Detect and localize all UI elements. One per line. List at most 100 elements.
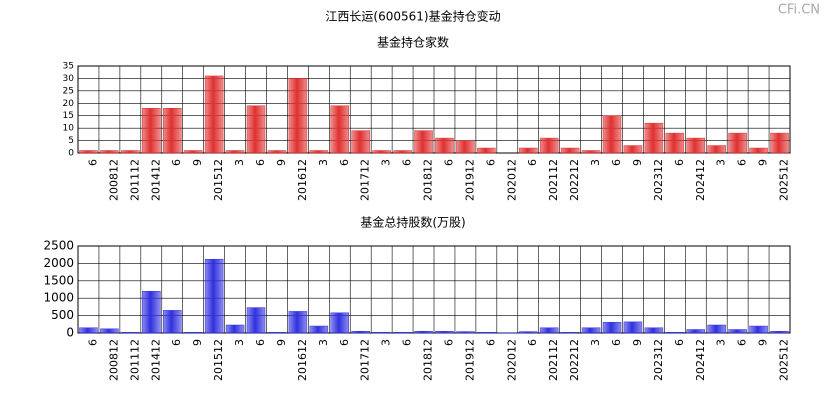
y-tick-label: 2000 xyxy=(43,256,74,270)
x-tick-label: 3 xyxy=(233,339,246,346)
bar xyxy=(581,150,601,154)
x-tick-label: 9 xyxy=(631,339,644,346)
x-tick-label: 3 xyxy=(715,159,728,166)
bar xyxy=(477,332,496,334)
x-tick-label: 6 xyxy=(673,339,686,346)
x-tick-label: 201412 xyxy=(149,339,162,381)
bar xyxy=(351,130,370,154)
x-tick-label: 201612 xyxy=(296,339,309,381)
bar xyxy=(749,147,768,154)
x-tick-label: 202412 xyxy=(694,339,707,381)
x-tick-label: 6 xyxy=(86,339,99,346)
chart-title: 基金持仓家数 xyxy=(377,35,449,50)
bar xyxy=(623,145,643,154)
bar xyxy=(162,310,182,334)
x-tick-label: 6 xyxy=(610,159,623,166)
x-tick-label: 202312 xyxy=(652,159,665,201)
bar xyxy=(560,147,580,154)
x-tick-label: 201112 xyxy=(128,159,141,201)
x-tick-label: 202012 xyxy=(505,339,518,381)
y-tick-label: 1500 xyxy=(43,273,74,287)
x-tick-label: 201712 xyxy=(359,339,372,381)
x-tick-label: 6 xyxy=(736,159,749,166)
bar xyxy=(560,332,580,334)
x-tick-label: 6 xyxy=(673,159,686,166)
x-tick-label: 9 xyxy=(631,159,644,166)
bar xyxy=(79,150,98,154)
y-tick-label: 15 xyxy=(63,111,74,121)
x-tick-label: 6 xyxy=(610,339,623,346)
x-tick-label: 202512 xyxy=(778,159,791,201)
x-tick-label: 202312 xyxy=(652,339,665,381)
bar xyxy=(770,132,789,154)
x-tick-label: 6 xyxy=(484,159,497,166)
page-title: 江西长运(600561)基金持仓变动 xyxy=(325,9,500,24)
x-tick-label: 200812 xyxy=(107,159,120,201)
bar xyxy=(602,115,622,154)
x-tick-label: 202112 xyxy=(547,159,560,201)
bar xyxy=(79,327,98,334)
bar xyxy=(770,331,789,334)
bar xyxy=(393,150,412,154)
y-tick-label: 2500 xyxy=(43,239,74,253)
bar xyxy=(142,290,161,334)
bar xyxy=(204,75,224,154)
bar xyxy=(414,331,433,334)
x-tick-label: 202512 xyxy=(778,339,791,381)
bar xyxy=(288,311,308,334)
x-tick-label: 201512 xyxy=(212,159,225,201)
bar xyxy=(204,258,224,334)
bar xyxy=(183,332,203,334)
bar xyxy=(288,78,308,154)
bar xyxy=(518,331,538,334)
bar xyxy=(246,307,266,334)
bar xyxy=(330,312,350,334)
bar xyxy=(749,325,768,334)
bar xyxy=(225,324,245,334)
bar xyxy=(351,331,370,334)
x-tick-label: 201512 xyxy=(212,339,225,381)
x-tick-label: 3 xyxy=(589,339,602,346)
y-tick-label: 10 xyxy=(63,124,75,134)
y-tick-label: 35 xyxy=(63,62,74,72)
bar xyxy=(330,105,350,154)
bar xyxy=(581,327,601,334)
bar xyxy=(728,132,747,154)
x-tick-label: 200812 xyxy=(107,339,120,381)
bar xyxy=(435,137,454,154)
chart-title: 基金总持股数(万股) xyxy=(360,215,465,230)
x-tick-label: 3 xyxy=(380,159,393,166)
watermark: CFi.CN xyxy=(778,3,820,18)
x-tick-label: 202212 xyxy=(568,339,581,381)
x-tick-label: 201812 xyxy=(422,339,435,381)
x-tick-label: 201712 xyxy=(359,159,372,201)
bar xyxy=(539,327,559,334)
x-tick-label: 9 xyxy=(191,159,204,166)
bar xyxy=(602,321,622,334)
x-tick-label: 9 xyxy=(275,339,288,346)
y-tick-label: 30 xyxy=(63,74,75,84)
x-tick-label: 3 xyxy=(317,339,330,346)
x-tick-label: 6 xyxy=(254,159,267,166)
x-tick-label: 6 xyxy=(442,339,455,346)
x-tick-label: 9 xyxy=(757,339,770,346)
x-tick-label: 9 xyxy=(191,339,204,346)
bar xyxy=(686,329,706,334)
x-tick-label: 6 xyxy=(484,339,497,346)
bar xyxy=(183,150,203,154)
bar xyxy=(246,105,266,154)
x-tick-label: 201912 xyxy=(463,339,476,381)
bar xyxy=(707,324,726,334)
bar xyxy=(372,150,391,154)
x-tick-label: 3 xyxy=(233,159,246,166)
x-tick-label: 3 xyxy=(380,339,393,346)
x-tick-label: 202412 xyxy=(694,159,707,201)
bar xyxy=(267,150,287,154)
x-tick-label: 6 xyxy=(401,339,414,346)
x-tick-label: 3 xyxy=(589,159,602,166)
bar xyxy=(225,150,245,154)
x-tick-label: 202212 xyxy=(568,159,581,201)
x-tick-label: 201412 xyxy=(149,159,162,201)
bar xyxy=(686,137,706,154)
y-tick-label: 25 xyxy=(63,86,74,96)
